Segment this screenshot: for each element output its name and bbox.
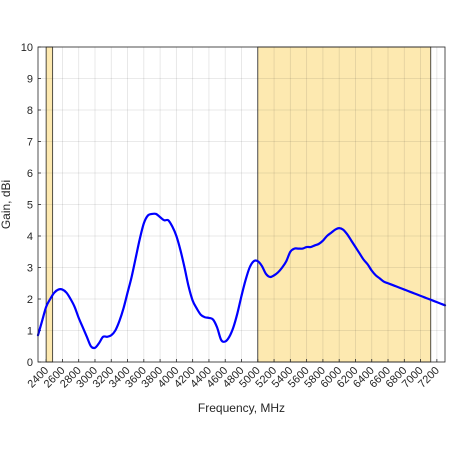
y-tick-label: 6 [27, 168, 33, 180]
plot-frame [37, 46, 446, 363]
y-tick-label: 4 [27, 231, 33, 243]
y-tick-label: 8 [27, 105, 33, 117]
y-tick-label: 9 [27, 74, 33, 86]
y-tick-label: 7 [27, 137, 33, 149]
x-tick-labels: 2400260028003000320034003600380040004200… [25, 365, 442, 391]
y-tick-label: 0 [27, 357, 33, 369]
data-series [36, 212, 447, 350]
y-tick-label: 2 [27, 294, 33, 306]
y-tick-label: 1 [27, 326, 33, 338]
y-tick-label: 10 [21, 42, 33, 54]
y-axis-label: Gain, dBi [0, 180, 13, 229]
y-tick-labels: 0 1 2 3 4 5 6 7 8 9 10 [21, 42, 33, 369]
shaded-band-1 [257, 46, 432, 363]
series-line-0 [36, 212, 447, 350]
x-axis-label: Frequency, MHz [198, 401, 285, 415]
y-tick-label: 5 [27, 200, 33, 212]
y-tick-label: 3 [27, 263, 33, 275]
shaded-bands [45, 46, 432, 363]
